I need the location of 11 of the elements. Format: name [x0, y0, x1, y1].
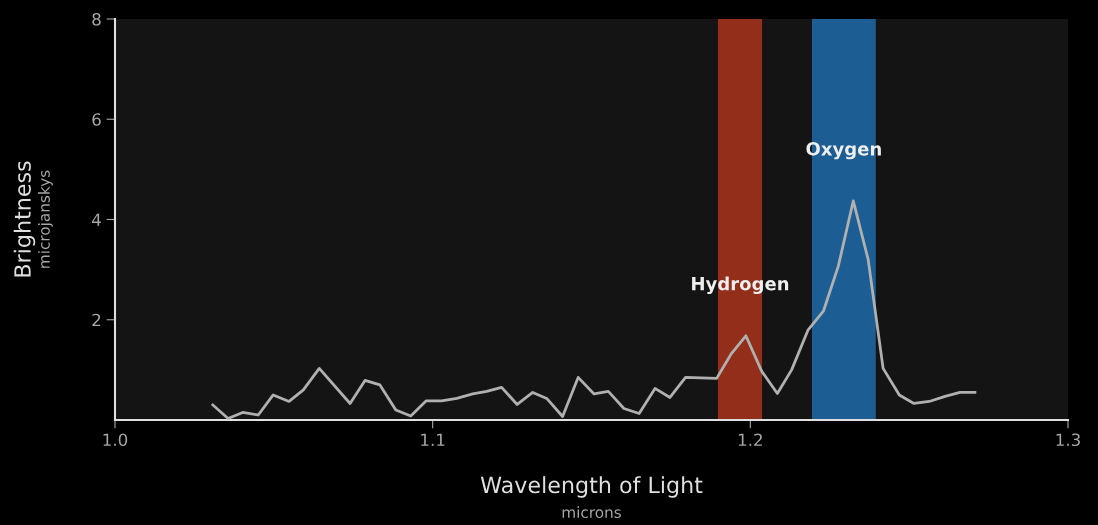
x-tick-label: 1.0	[103, 433, 128, 447]
x-tick-label: 1.2	[738, 433, 762, 446]
x-tick-label: 1.1	[421, 433, 445, 446]
y-tick-label: 8	[92, 12, 101, 26]
line-series	[211, 199, 977, 420]
y-tick-label: 6	[92, 113, 101, 126]
y-tick-label: 2	[92, 313, 101, 327]
y-axis-title: Brightness microjanskys	[13, 161, 53, 277]
x-tick-label: 1.3	[1056, 433, 1080, 447]
x-axis-title: Wavelength of Light microns	[480, 476, 703, 519]
y-tick-label: 4	[92, 213, 101, 226]
